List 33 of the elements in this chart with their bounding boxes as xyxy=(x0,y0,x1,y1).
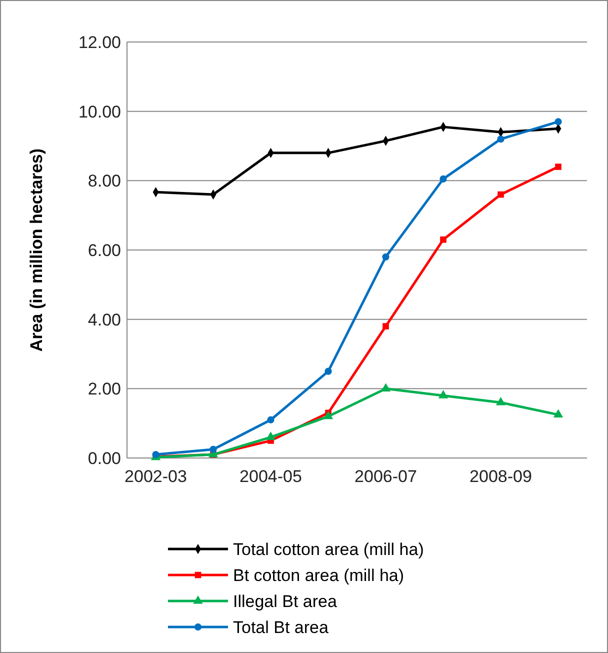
x-tick-label: 2002-03 xyxy=(124,467,187,486)
point xyxy=(553,409,564,418)
point xyxy=(266,432,276,440)
legend-label: Total Bt area xyxy=(233,618,329,637)
legend-label: Total cotton area (mill ha) xyxy=(233,540,424,559)
point xyxy=(438,390,448,398)
legend-label: Illegal Bt area xyxy=(233,592,338,611)
point xyxy=(382,253,390,260)
y-tick-label: 10.00 xyxy=(78,102,121,122)
point xyxy=(440,236,446,243)
y-tick-label: 6.00 xyxy=(88,240,121,260)
point xyxy=(440,175,447,182)
point xyxy=(324,368,332,375)
point xyxy=(496,396,506,406)
point xyxy=(497,136,504,143)
point xyxy=(382,323,389,330)
y-axis-title: Area (in million hectares) xyxy=(27,148,46,352)
point xyxy=(323,410,334,420)
point xyxy=(555,164,562,170)
y-tick-label: 2.00 xyxy=(88,380,121,399)
x-tick-label: 2004-05 xyxy=(240,467,302,486)
x-tick-label: 2006-07 xyxy=(354,467,417,486)
point xyxy=(554,118,562,126)
point xyxy=(210,446,217,453)
y-tick-label: 8.00 xyxy=(88,172,121,191)
y-tick-label: 12.00 xyxy=(78,32,121,52)
x-tick-label: 2008-09 xyxy=(470,467,532,486)
point xyxy=(267,416,274,424)
legend-label: Bt cotton area (mill ha) xyxy=(233,566,404,585)
point xyxy=(498,191,504,198)
y-tick-label: 0.00 xyxy=(88,448,121,468)
y-tick-label: 4.00 xyxy=(88,310,121,330)
point xyxy=(380,383,391,392)
